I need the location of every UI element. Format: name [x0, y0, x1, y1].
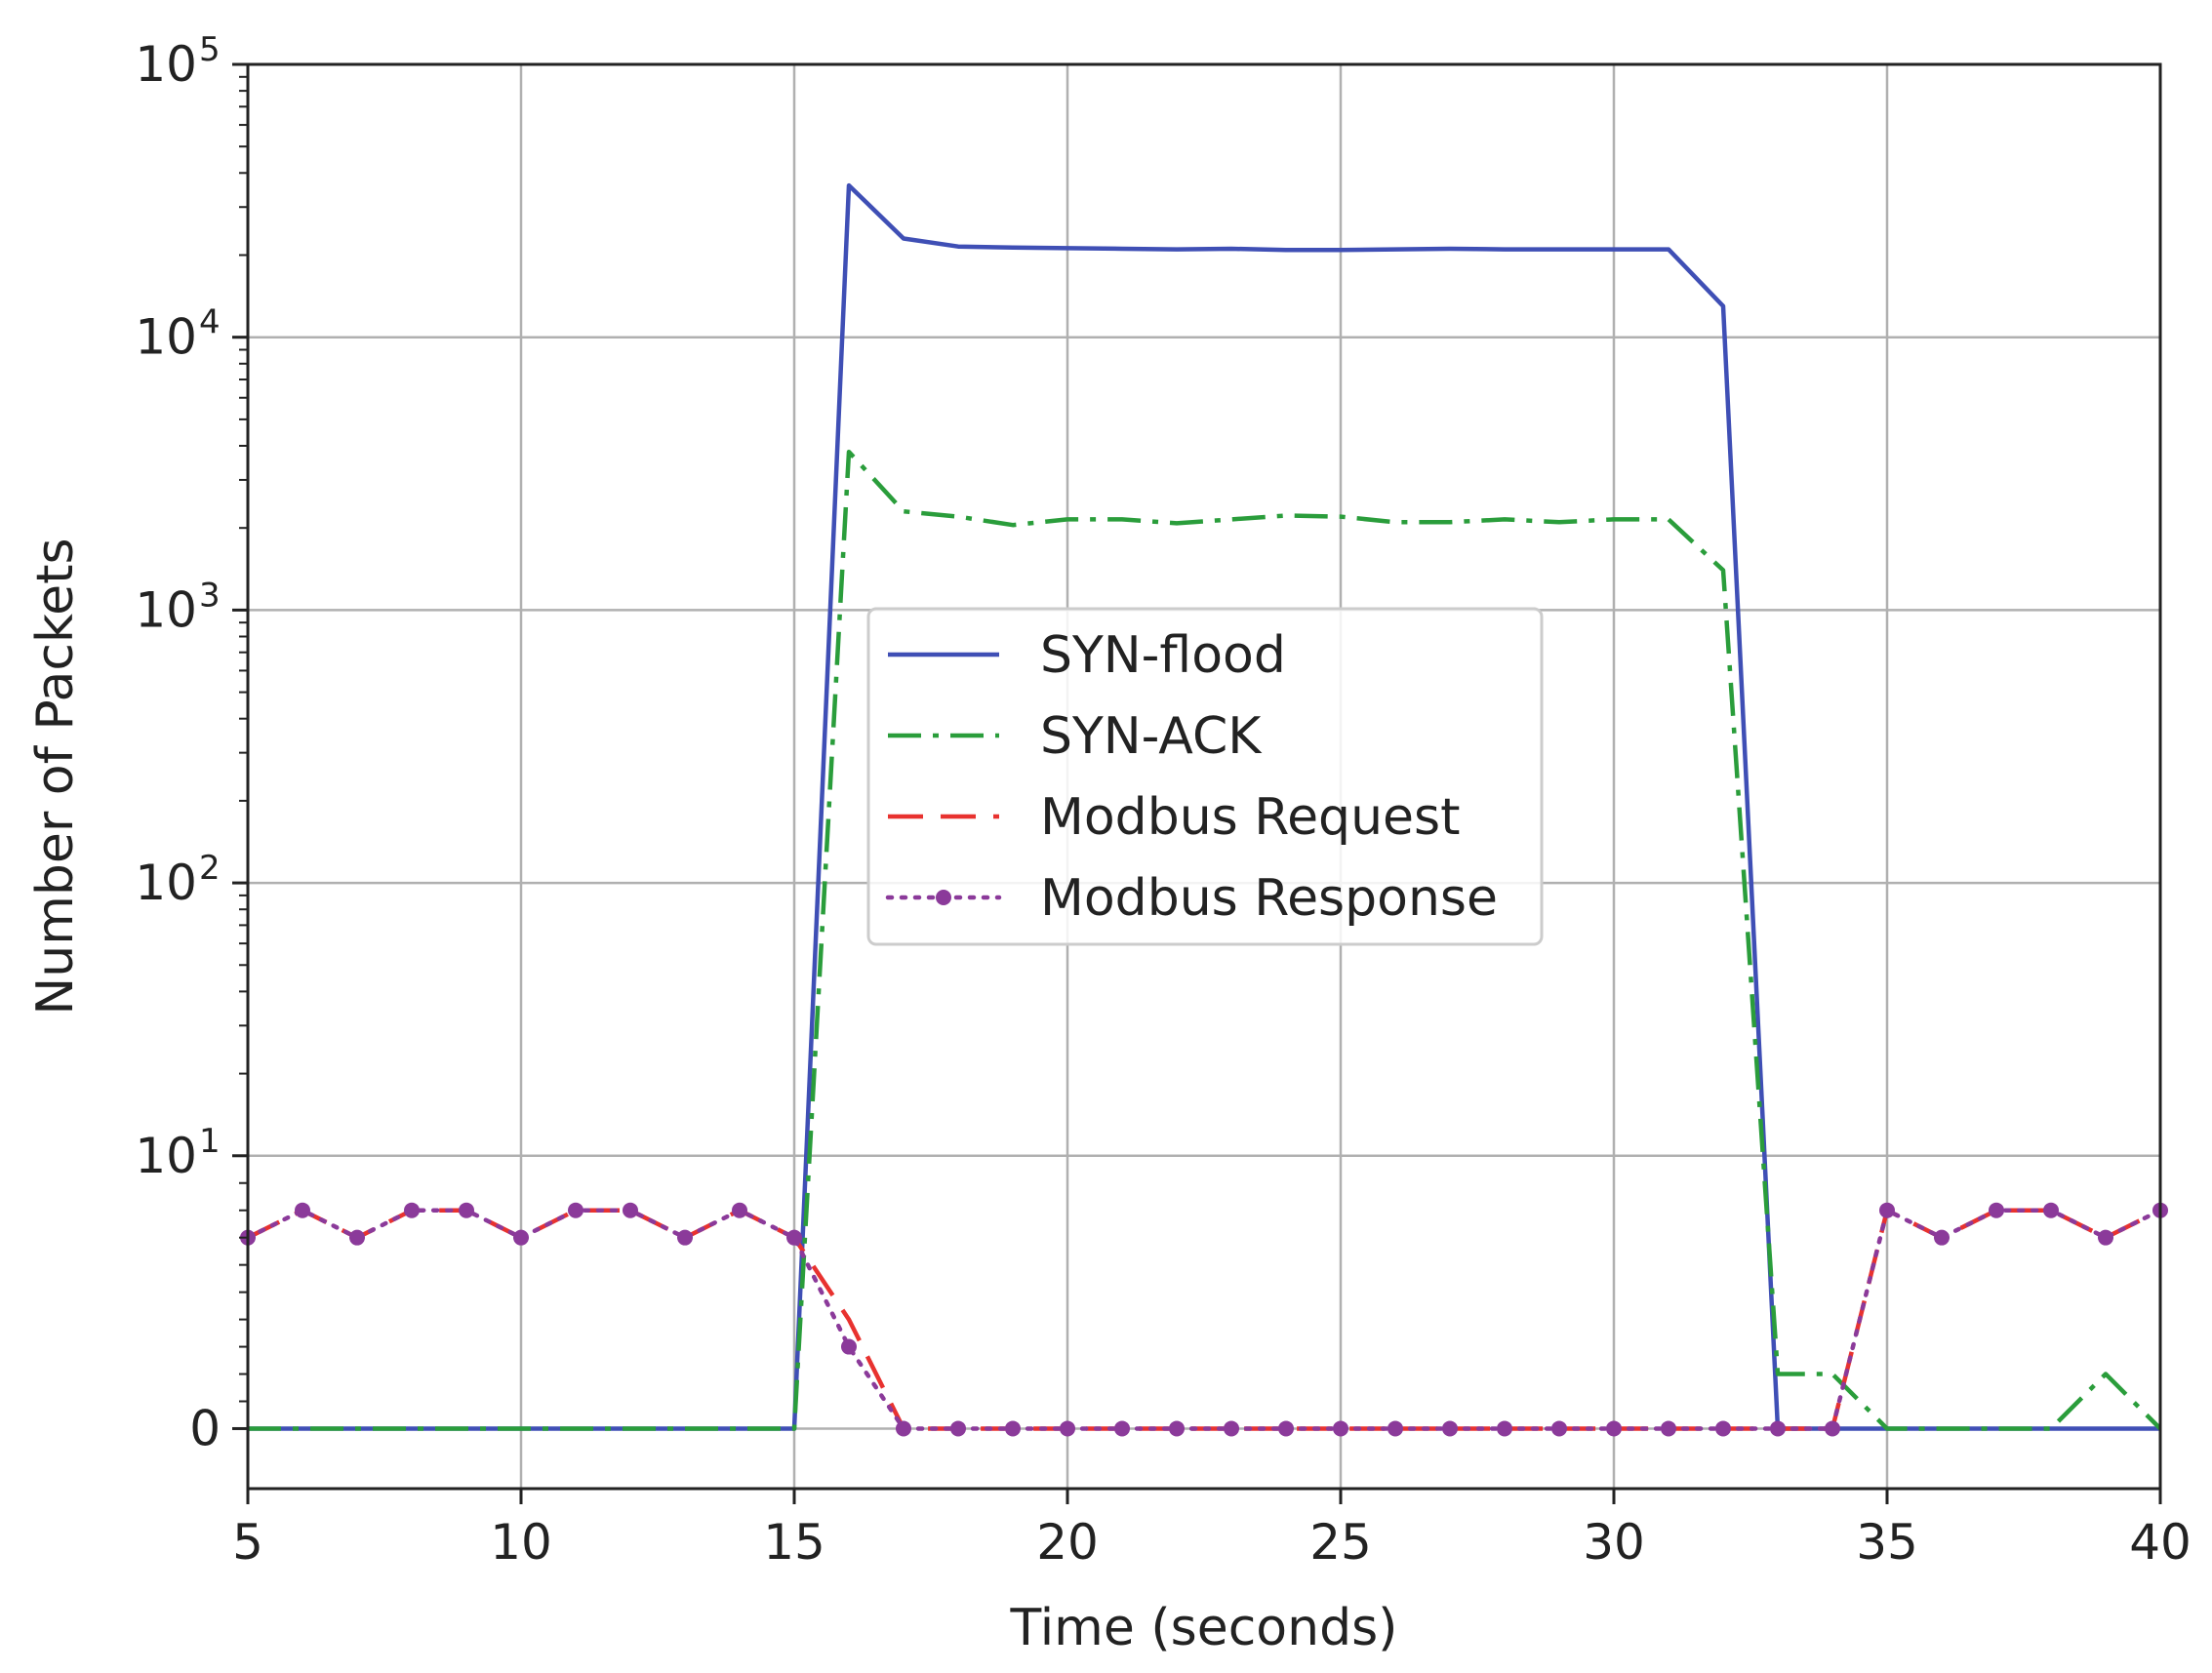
- data-point: [349, 1229, 365, 1246]
- data-point: [1060, 1420, 1075, 1437]
- data-point: [1442, 1420, 1458, 1437]
- y-tick-label: 10: [135, 1128, 197, 1184]
- y-tick-label: 10: [135, 855, 197, 911]
- data-point: [1989, 1202, 2004, 1218]
- y-tick-label: 10: [135, 581, 197, 638]
- data-point: [1005, 1420, 1021, 1437]
- y-tick-label: 0: [189, 1400, 221, 1456]
- data-point: [732, 1202, 747, 1218]
- data-point: [1497, 1420, 1512, 1437]
- data-point: [950, 1420, 966, 1437]
- data-point: [1278, 1420, 1294, 1437]
- data-point: [1551, 1420, 1567, 1437]
- y-tick-exponent: 5: [199, 30, 221, 69]
- legend-box: [866, 607, 1544, 946]
- data-point: [1715, 1420, 1731, 1437]
- data-point: [1770, 1420, 1786, 1437]
- data-point: [1879, 1202, 1895, 1218]
- data-point: [1388, 1420, 1403, 1437]
- data-point: [513, 1229, 529, 1246]
- data-point: [786, 1229, 802, 1246]
- y-tick-exponent: 2: [199, 849, 221, 888]
- plot-frame: [246, 62, 2162, 1491]
- series-line: [245, 1208, 2163, 1431]
- x-tick-label: 5: [232, 1514, 263, 1571]
- y-tick-exponent: 4: [199, 303, 221, 342]
- data-point: [896, 1420, 911, 1437]
- data-point: [2098, 1229, 2113, 1246]
- data-point: [623, 1202, 638, 1218]
- data-point: [295, 1202, 310, 1218]
- y-tick-exponent: 3: [199, 576, 221, 615]
- y-tick-label: 10: [135, 36, 197, 93]
- x-tick-label: 40: [2129, 1514, 2192, 1571]
- series-line: [248, 449, 2162, 1431]
- x-axis-label: Time (seconds): [1010, 1599, 1398, 1657]
- x-tick-label: 10: [490, 1514, 552, 1571]
- x-tick-label: 35: [1856, 1514, 1918, 1571]
- data-point: [1934, 1229, 1950, 1246]
- data-point: [1661, 1420, 1676, 1437]
- x-tick-label: 25: [1309, 1514, 1372, 1571]
- x-tick-label: 15: [763, 1514, 825, 1571]
- y-axis-label: Number of Packets: [26, 538, 85, 1015]
- data-point: [1224, 1420, 1239, 1437]
- legend: SYN-flood SYN-ACK Modbus Request Modbus Res…: [866, 607, 1544, 946]
- x-tick-label: 20: [1036, 1514, 1099, 1571]
- data-point: [404, 1202, 420, 1218]
- data-point: [568, 1202, 583, 1218]
- legend-label: SYN-flood: [1040, 626, 1286, 685]
- x-tick-label: 30: [1583, 1514, 1645, 1571]
- data-point: [1825, 1420, 1840, 1437]
- legend-label: Modbus Response: [1040, 869, 1498, 928]
- plot-series: [240, 182, 2168, 1437]
- data-point: [841, 1338, 857, 1355]
- data-point: [459, 1202, 474, 1218]
- data-point: [1606, 1420, 1622, 1437]
- data-point: [1114, 1420, 1130, 1437]
- legend-label: SYN-ACK: [1040, 707, 1263, 766]
- series-line: [246, 1208, 2162, 1431]
- data-point: [2043, 1202, 2059, 1218]
- y-tick-exponent: 1: [199, 1122, 221, 1161]
- legend-marker: [936, 890, 951, 905]
- data-point: [1333, 1420, 1348, 1437]
- y-tick-label: 10: [135, 309, 197, 366]
- data-point: [677, 1229, 693, 1246]
- data-point: [1169, 1420, 1185, 1437]
- legend-label: Modbus Request: [1040, 788, 1461, 847]
